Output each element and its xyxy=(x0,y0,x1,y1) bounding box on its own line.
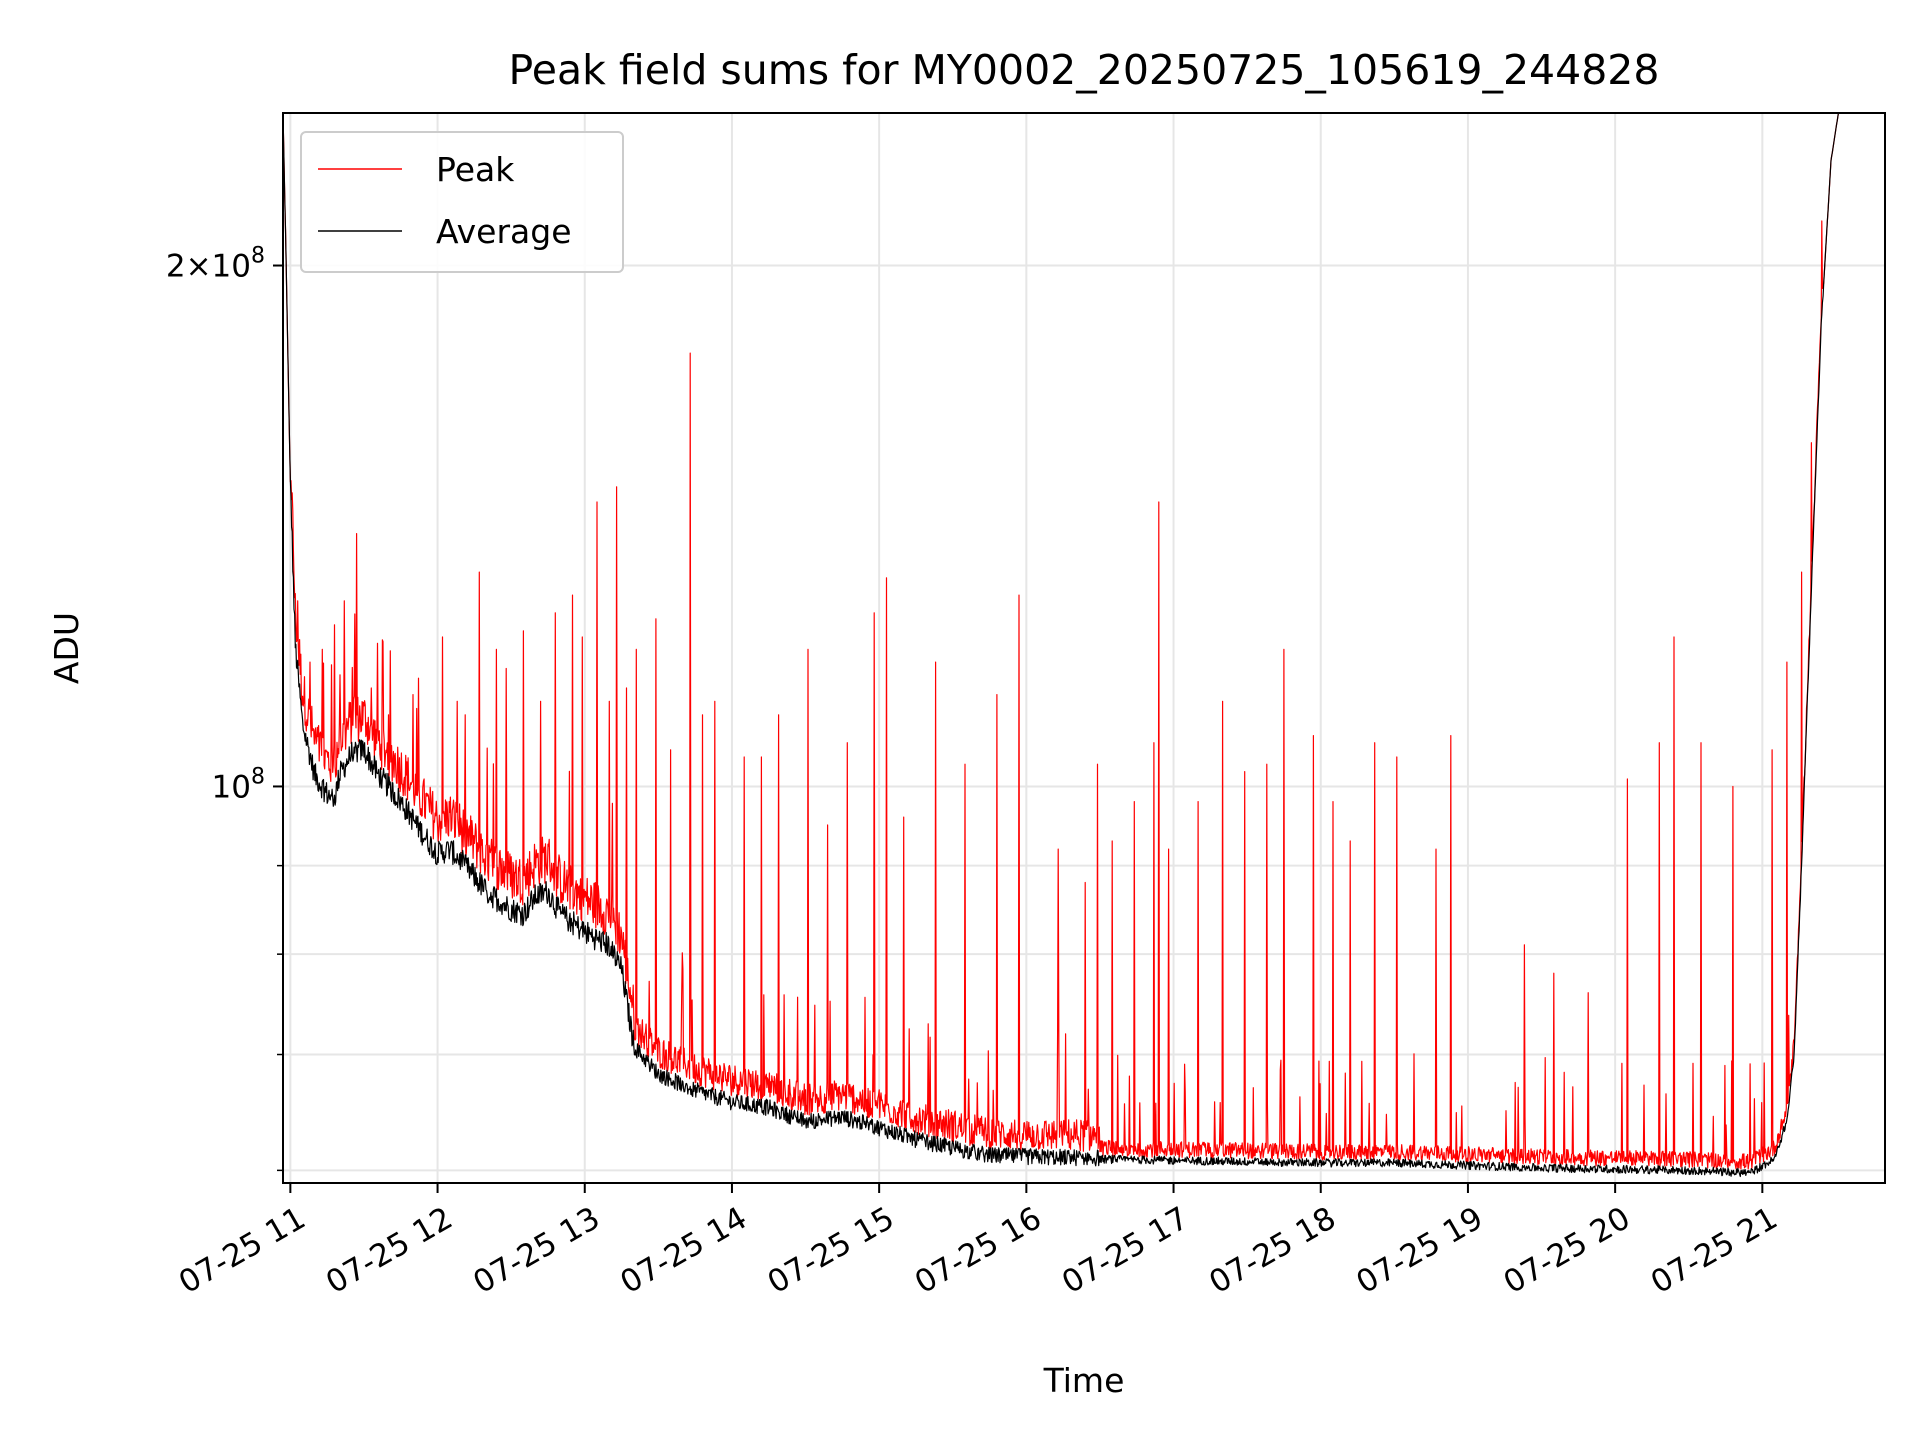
legend-label-average: Average xyxy=(436,212,572,251)
legend-label-peak: Peak xyxy=(436,150,515,189)
series-lines xyxy=(282,112,1885,1178)
x-tick-label: 07-25 21 xyxy=(1645,1200,1784,1301)
x-axis-label: Time xyxy=(1043,1361,1125,1400)
y-tick-label: 2×108 xyxy=(166,244,265,285)
x-tick-label: 07-25 19 xyxy=(1350,1200,1489,1301)
y-axis-label: ADU xyxy=(47,612,86,684)
x-tick-label: 07-25 11 xyxy=(173,1200,312,1301)
x-tick-label: 07-25 14 xyxy=(614,1200,753,1301)
legend-box xyxy=(300,131,624,273)
x-tick-label: 07-25 16 xyxy=(909,1200,1048,1301)
plot-frame xyxy=(282,112,1886,1184)
legend: Peak Average xyxy=(300,131,624,273)
x-tick-label: 07-25 12 xyxy=(320,1200,459,1301)
series-line-peak xyxy=(282,112,1885,1170)
x-tick-label: 07-25 15 xyxy=(762,1200,901,1301)
y-tick-label: 108 xyxy=(212,764,265,805)
x-tick-label: 07-25 17 xyxy=(1056,1200,1195,1301)
x-tick-label: 07-25 13 xyxy=(467,1200,606,1301)
x-tick-label: 07-25 18 xyxy=(1203,1200,1342,1301)
series-line-average xyxy=(282,112,1885,1178)
grid xyxy=(283,113,1885,1183)
x-tick-label: 07-25 20 xyxy=(1498,1200,1637,1301)
chart-title: Peak field sums for MY0002_20250725_1056… xyxy=(509,46,1660,94)
